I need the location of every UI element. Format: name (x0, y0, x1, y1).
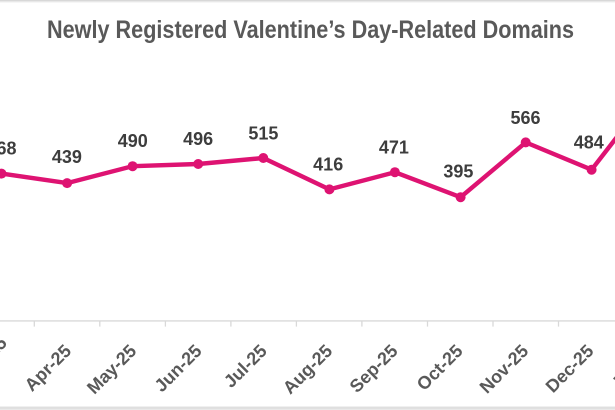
svg-text:566: 566 (510, 108, 540, 128)
svg-text:395: 395 (443, 161, 473, 181)
svg-text:484: 484 (574, 132, 604, 152)
svg-text:515: 515 (248, 124, 278, 144)
svg-text:416: 416 (313, 154, 343, 174)
svg-text:471: 471 (379, 138, 409, 158)
svg-text:468: 468 (0, 138, 17, 158)
svg-text:Newly Registered Valentine’s D: Newly Registered Valentine’s Day-Related… (47, 16, 574, 44)
svg-text:490: 490 (118, 131, 148, 151)
svg-text:439: 439 (52, 147, 82, 167)
svg-text:496: 496 (183, 129, 213, 149)
